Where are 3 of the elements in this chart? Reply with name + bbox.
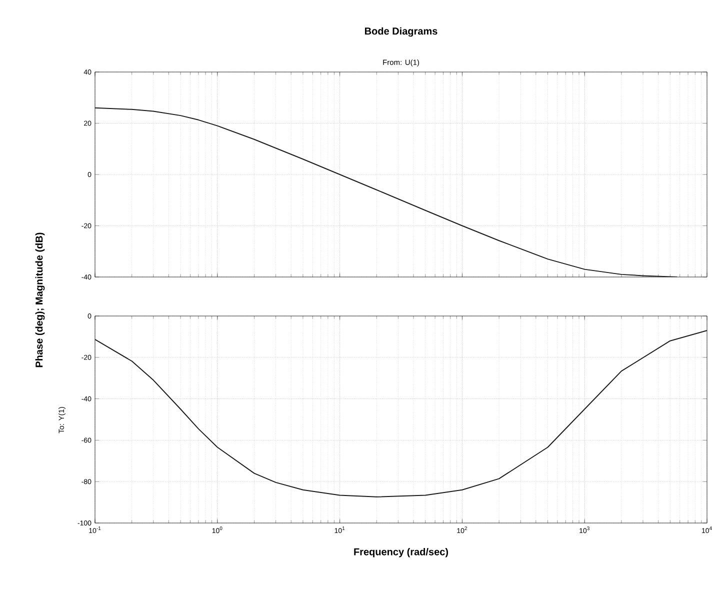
x-axis-title: Frequency (rad/sec): [354, 548, 448, 558]
y-axis-title: Phase (deg); Magnitude (dB): [35, 232, 45, 368]
chart-title: Bode Diagrams: [365, 27, 438, 37]
